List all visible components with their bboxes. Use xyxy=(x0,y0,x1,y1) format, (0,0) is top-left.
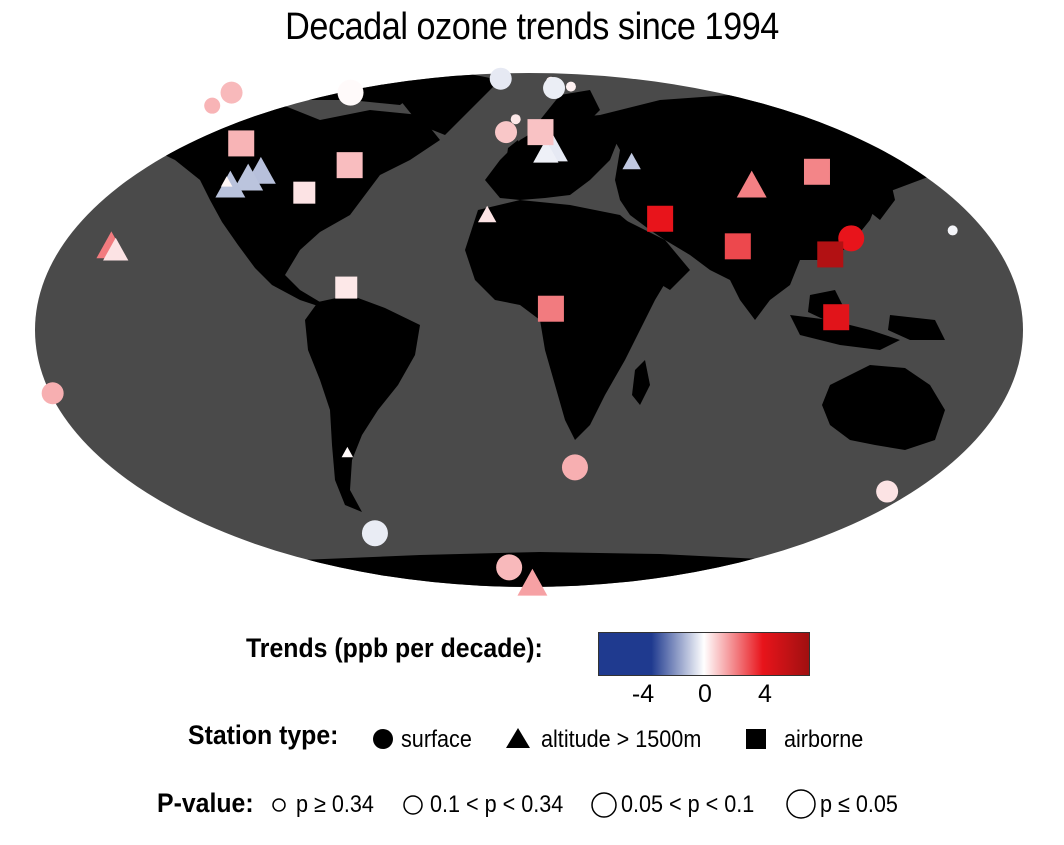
station-circle-marker xyxy=(41,382,64,405)
station-circle-marker xyxy=(947,225,958,236)
station-circle-marker xyxy=(489,67,512,90)
station-square-marker xyxy=(823,304,850,331)
pvalue-4: p ≤ 0.05 xyxy=(820,791,898,818)
pvalue-circle-icon-3 xyxy=(591,792,617,818)
landmass-scandinavia xyxy=(540,90,600,140)
station-square-marker xyxy=(335,276,358,299)
station-triangle-marker xyxy=(341,446,354,458)
station-triangle-marker xyxy=(103,237,129,261)
station-triangle-marker xyxy=(220,176,233,187)
station-circle-marker xyxy=(496,554,523,581)
pvalue-3: 0.05 < p < 0.1 xyxy=(621,791,755,818)
landmass-new-guinea xyxy=(888,315,945,340)
station-type-altitude: altitude > 1500m xyxy=(541,726,702,753)
station-circle-marker xyxy=(337,79,364,106)
station-square-marker xyxy=(647,205,674,232)
landmass-australia xyxy=(822,365,945,450)
pvalue-circle-icon-4 xyxy=(786,789,816,819)
trend-tick-4: 4 xyxy=(758,680,772,708)
trend-legend-label: Trends (ppb per decade): xyxy=(246,633,543,663)
landmass-arabia xyxy=(625,220,690,290)
station-type-airborne: airborne xyxy=(784,726,864,753)
station-circle-marker xyxy=(561,454,588,481)
circle-icon xyxy=(373,729,393,749)
station-square-marker xyxy=(724,233,751,260)
station-type-surface: surface xyxy=(401,726,472,753)
pvalue-circle-icon-1 xyxy=(272,798,286,812)
trend-tick-0: 0 xyxy=(698,680,712,708)
pvalue-circle-icon-2 xyxy=(403,795,423,815)
landmass-greenland xyxy=(390,73,500,135)
station-type-label: Station type: xyxy=(188,720,339,750)
pvalue-label: P-value: xyxy=(157,788,254,818)
landmass-japan xyxy=(870,178,895,220)
station-circle-marker xyxy=(361,520,388,547)
landmass-north-america xyxy=(135,95,440,310)
station-circle-marker xyxy=(220,81,243,104)
square-icon xyxy=(746,729,766,749)
station-square-marker xyxy=(527,119,554,146)
station-triangle-marker xyxy=(233,163,264,191)
station-circle-marker xyxy=(565,81,576,92)
landmass-south-america xyxy=(305,295,420,512)
pvalue-2: 0.1 < p < 0.34 xyxy=(430,791,564,818)
station-square-marker xyxy=(803,158,830,185)
station-triangle-marker xyxy=(736,170,767,198)
world-map xyxy=(35,67,1023,596)
station-triangle-marker xyxy=(533,139,559,163)
triangle-icon xyxy=(506,728,530,748)
station-square-marker xyxy=(336,152,363,179)
station-triangle-marker xyxy=(622,152,641,170)
station-circle-marker xyxy=(543,77,566,100)
station-square-marker xyxy=(293,181,316,204)
pvalue-1: p ≥ 0.34 xyxy=(296,791,374,818)
landmass-africa xyxy=(465,200,670,440)
station-circle-marker xyxy=(495,121,518,144)
station-triangle-marker xyxy=(517,568,548,596)
trend-tick-neg4: -4 xyxy=(631,680,655,708)
station-circle-marker xyxy=(510,114,521,125)
landmass-new-zealand xyxy=(980,430,1000,465)
landmass-indonesia xyxy=(790,315,900,350)
trend-colorbar xyxy=(598,632,810,676)
station-triangle-marker xyxy=(477,205,497,223)
chart-title: Decadal ozone trends since 1994 xyxy=(285,6,779,48)
station-square-marker xyxy=(228,130,255,157)
station-circle-marker xyxy=(204,97,221,114)
landmass-uk xyxy=(506,140,524,170)
station-square-marker xyxy=(537,295,564,322)
station-circle-marker xyxy=(876,480,899,503)
station-square-marker xyxy=(817,241,844,268)
landmass-madagascar xyxy=(632,360,650,405)
station-circle-marker xyxy=(838,225,865,252)
